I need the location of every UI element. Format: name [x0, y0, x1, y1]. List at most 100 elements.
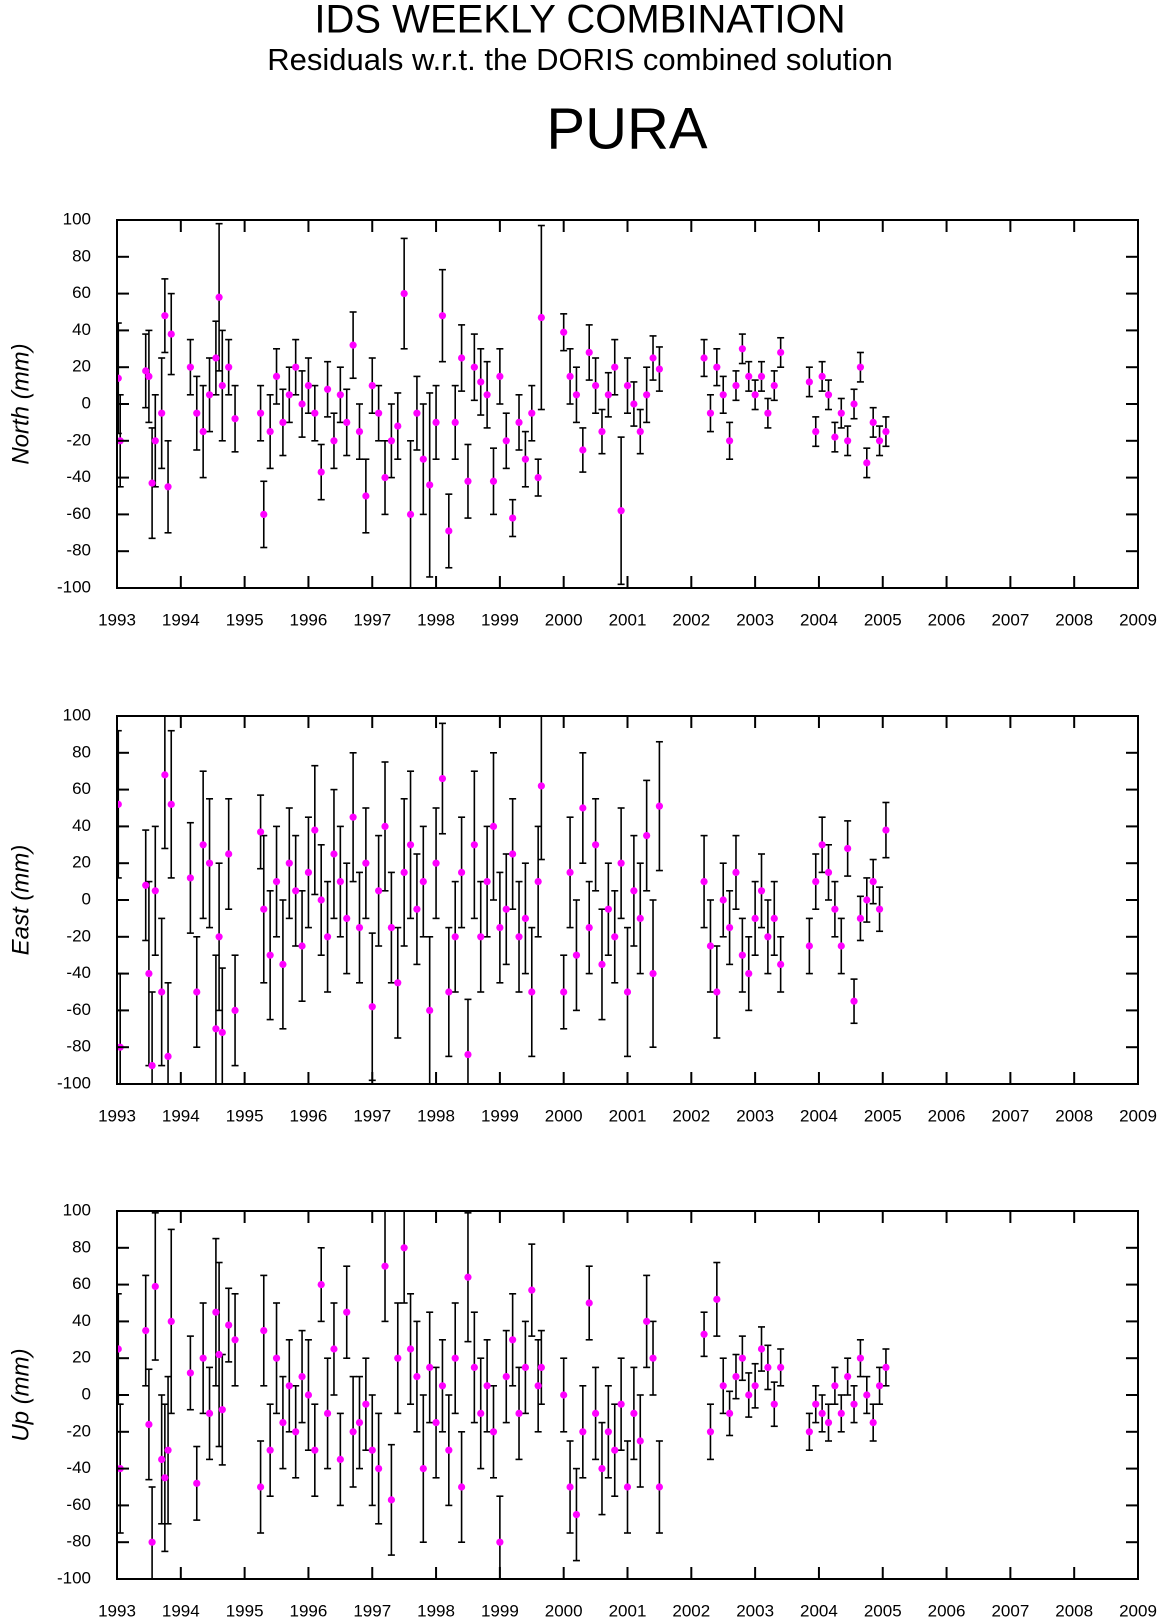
data-point — [700, 878, 708, 886]
data-point — [362, 859, 370, 867]
data-point — [304, 382, 313, 390]
data-point — [292, 363, 300, 371]
x-tick-label: 1998 — [417, 1601, 455, 1620]
data-point — [279, 1419, 287, 1427]
data-point — [623, 988, 632, 996]
data-point — [636, 428, 644, 436]
data-point — [611, 363, 619, 371]
x-tick-label: 2005 — [864, 610, 902, 629]
data-point — [272, 1354, 281, 1362]
data-point — [215, 293, 223, 301]
data-point — [406, 1345, 415, 1353]
data-point — [566, 868, 574, 877]
data-point — [151, 887, 159, 895]
data-point — [757, 887, 766, 895]
data-point — [225, 850, 233, 858]
y-tick-label: 0 — [82, 1384, 91, 1403]
data-point — [413, 1373, 421, 1381]
data-point — [298, 400, 306, 408]
data-point — [256, 409, 265, 417]
data-point — [649, 1354, 657, 1362]
data-point — [355, 924, 364, 932]
data-point — [489, 822, 498, 831]
x-tick-label: 2009 — [1119, 1106, 1157, 1125]
data-point — [521, 914, 530, 923]
x-tick-label: 2004 — [800, 1106, 838, 1125]
x-tick-label: 2008 — [1055, 1106, 1093, 1125]
data-point — [732, 1373, 740, 1381]
data-point — [323, 385, 332, 393]
x-tick-label: 1995 — [226, 610, 264, 629]
data-point — [764, 409, 772, 417]
data-point — [805, 942, 813, 950]
data-point — [489, 1428, 498, 1436]
data-point — [400, 868, 408, 877]
data-point — [706, 1428, 715, 1436]
data-point — [534, 1382, 542, 1390]
data-point — [850, 997, 858, 1005]
data-point — [738, 345, 746, 353]
x-tick-label: 2004 — [800, 1601, 838, 1620]
data-point — [336, 391, 344, 399]
y-tick-label: 40 — [72, 1311, 91, 1330]
data-point — [470, 363, 478, 371]
data-point — [164, 1446, 172, 1454]
data-point — [537, 313, 545, 322]
data-point — [167, 1317, 175, 1325]
panel: -100 -80 -60 -40 -20 0 20 40 60 80 100 1993 1994 1995… — [7, 705, 1157, 1125]
data-point — [521, 455, 530, 463]
data-point — [161, 1474, 169, 1482]
data-point — [394, 1354, 402, 1362]
data-point — [824, 1419, 833, 1427]
data-point — [521, 1363, 530, 1371]
data-point — [630, 887, 638, 895]
data-point — [856, 363, 865, 371]
data-point — [818, 841, 826, 849]
data-point — [812, 1400, 820, 1408]
x-tick-label: 2000 — [545, 610, 583, 629]
data-point — [502, 437, 510, 445]
data-point — [231, 1336, 239, 1344]
data-point — [298, 1373, 306, 1381]
data-point — [445, 988, 453, 996]
data-point — [509, 850, 517, 858]
y-tick-label: -100 — [57, 577, 91, 596]
data-point — [330, 1345, 338, 1353]
data-point — [218, 1406, 226, 1414]
data-point — [231, 1006, 239, 1015]
data-point — [856, 914, 865, 923]
data-point — [863, 1391, 871, 1399]
x-tick-label: 1999 — [481, 1106, 519, 1125]
x-tick-label: 2001 — [609, 610, 647, 629]
x-tick-label: 2001 — [609, 1601, 647, 1620]
data-point — [850, 400, 858, 408]
data-point — [336, 878, 344, 886]
data-point — [560, 1391, 568, 1399]
data-point — [534, 878, 542, 886]
y-tick-label: -40 — [66, 467, 91, 486]
data-point — [777, 1363, 785, 1371]
y-tick-label: 20 — [72, 1348, 91, 1367]
data-point — [805, 1428, 813, 1436]
data-point — [777, 960, 785, 969]
data-point — [649, 970, 657, 978]
data-point — [611, 933, 619, 941]
y-tick-label: -60 — [66, 1000, 91, 1019]
data-point — [419, 455, 427, 463]
data-point — [266, 1446, 274, 1454]
data-point — [757, 372, 766, 380]
data-point — [151, 437, 159, 445]
y-tick-label: 20 — [72, 357, 91, 376]
data-point — [212, 1308, 220, 1316]
data-point — [464, 1273, 472, 1281]
data-point — [381, 822, 389, 831]
data-point — [732, 382, 740, 390]
data-point — [764, 933, 772, 941]
data-point — [509, 514, 517, 522]
data-point — [483, 1382, 491, 1390]
data-point — [875, 437, 884, 445]
data-point — [818, 1409, 826, 1417]
data-point — [205, 859, 214, 867]
data-point — [142, 881, 150, 889]
